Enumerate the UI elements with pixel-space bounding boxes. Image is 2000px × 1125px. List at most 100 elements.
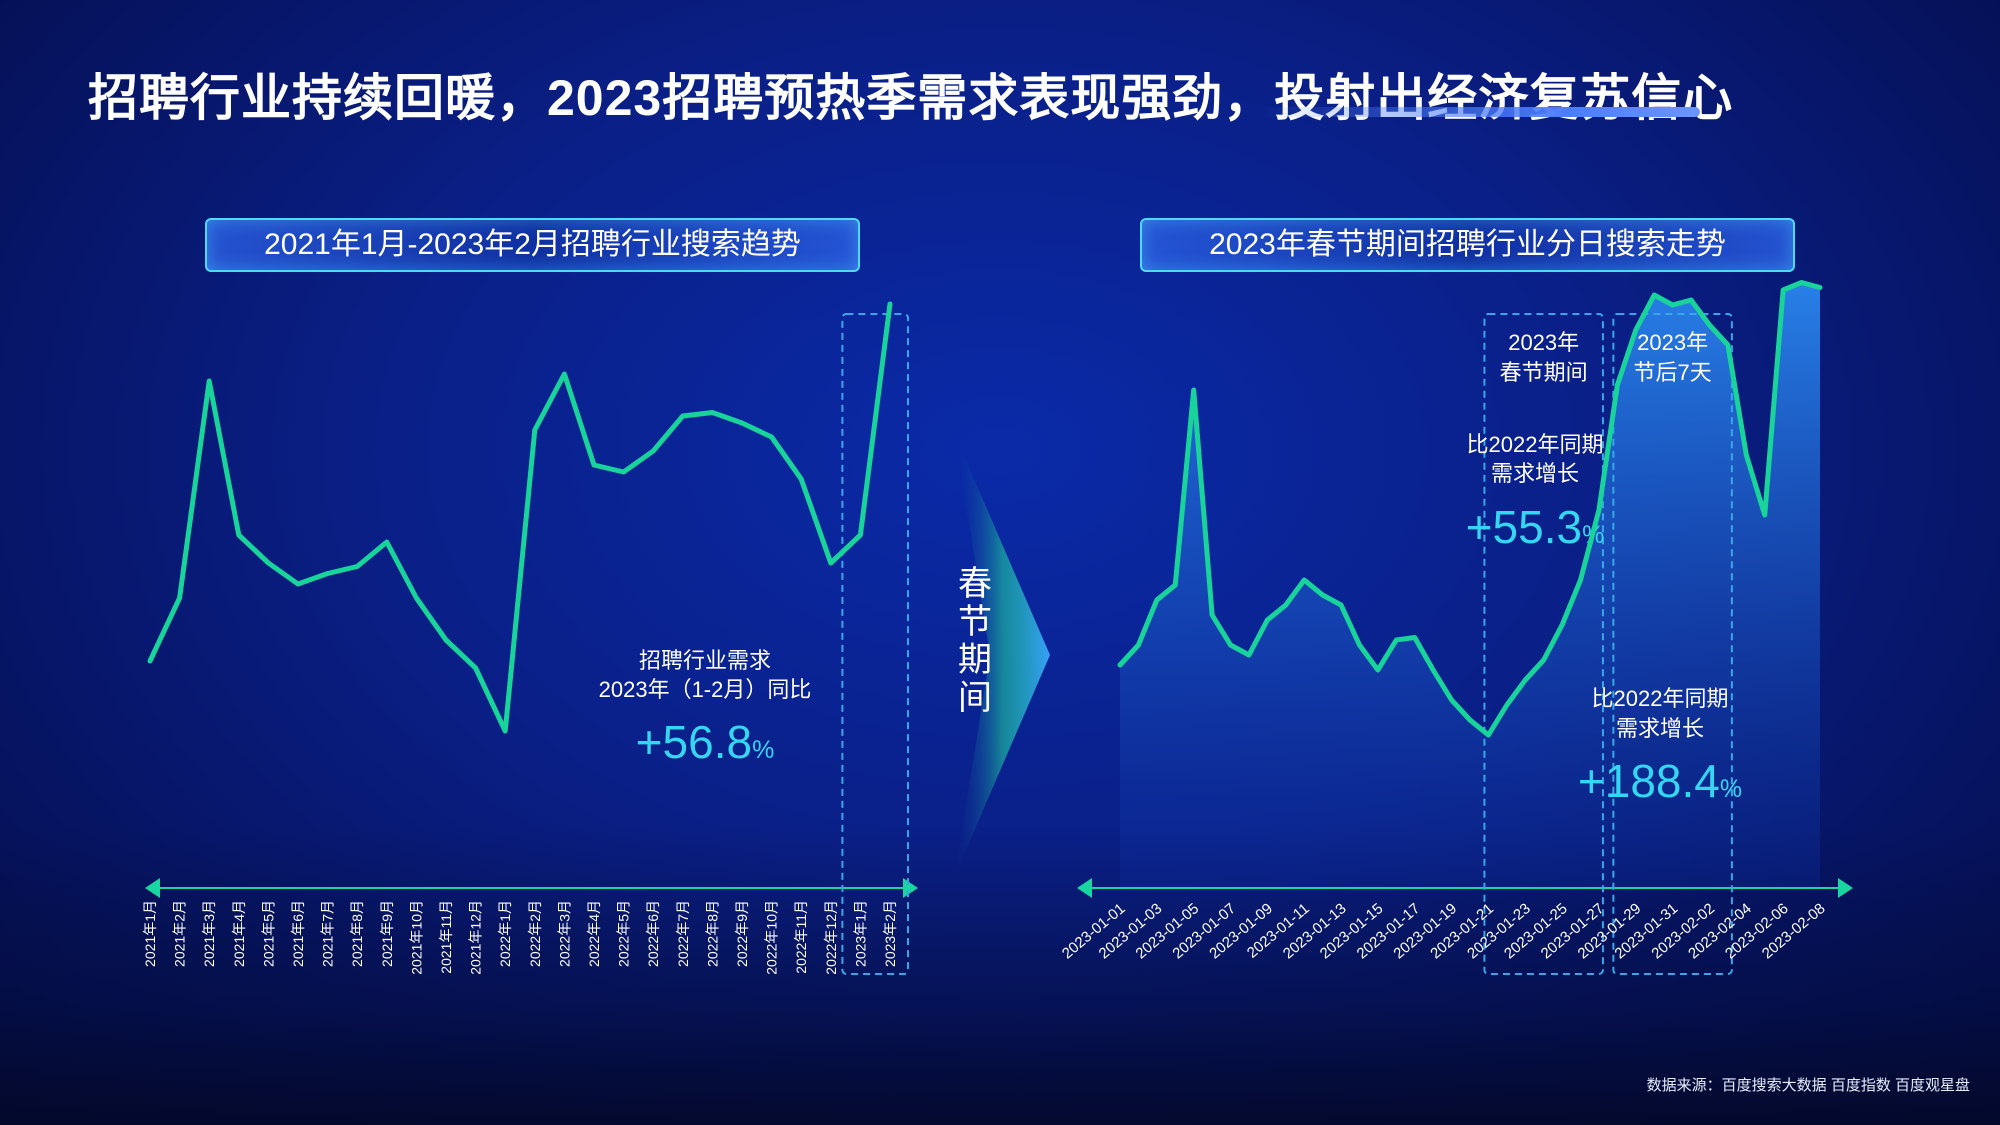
right-data-point — [1210, 613, 1215, 617]
left-data-point — [740, 421, 744, 425]
right-data-point — [1689, 298, 1694, 302]
left-data-point — [414, 596, 419, 600]
right-highlight-label: 2023年 — [1508, 330, 1579, 355]
left-data-point — [325, 571, 330, 576]
left-tick-label: 2022年4月 — [586, 900, 602, 967]
left-chart-title: 2021年1月-2023年2月招聘行业搜索趋势 — [205, 218, 860, 272]
left-data-point — [858, 533, 863, 537]
left-data-point — [503, 729, 508, 733]
right-data-point — [1302, 578, 1307, 582]
right-highlight-label2: 春节期间 — [1500, 360, 1588, 385]
left-annotation-label2: 2023年（1-2月）同比 — [599, 677, 812, 702]
right-data-point — [1615, 383, 1620, 387]
right-data-point — [1191, 388, 1196, 392]
right-data-point — [1578, 578, 1583, 582]
left-data-point — [592, 463, 596, 467]
right-area-fill — [1120, 282, 1820, 888]
right-data-point — [1431, 668, 1436, 672]
right-data-point — [1320, 593, 1325, 597]
right-data-point — [1394, 638, 1399, 642]
right-data-point — [1781, 288, 1786, 292]
data-source: 数据来源：百度搜索大数据 百度指数 百度观星盘 — [1646, 1077, 1970, 1094]
left-tick-label: 2021年4月 — [231, 900, 247, 967]
left-tick-label: 2021年5月 — [260, 900, 276, 967]
right-data-point — [1468, 718, 1472, 722]
right-data-point — [1283, 603, 1288, 607]
right-data-point — [1670, 303, 1675, 307]
right-data-point — [1725, 343, 1730, 347]
left-tick-label: 2021年6月 — [290, 900, 306, 967]
left-tick-label: 2022年2月 — [527, 900, 543, 967]
left-annotation-value: +56.8% — [636, 716, 775, 768]
right-note-label: 比2022年同期 — [1467, 432, 1604, 457]
left-data-point — [296, 582, 300, 586]
left-tick-label: 2022年7月 — [675, 900, 691, 967]
title-underline — [1260, 107, 1700, 117]
right-data-point — [1707, 323, 1712, 327]
right-axis-arrow-right — [1838, 878, 1853, 898]
left-tick-label: 2022年12月 — [823, 900, 839, 975]
right-highlight-label2: 节后7天 — [1634, 360, 1712, 385]
left-data-point — [888, 302, 892, 306]
left-data-point — [355, 564, 360, 569]
left-data-point — [444, 638, 448, 642]
left-tick-label: 2022年3月 — [556, 900, 572, 967]
right-data-point — [1633, 328, 1638, 332]
left-tick-label: 2023年1月 — [852, 900, 868, 967]
left-data-point — [177, 596, 182, 600]
left-data-point — [384, 540, 389, 544]
left-tick-label: 2021年10月 — [408, 900, 424, 975]
left-highlight-box — [841, 313, 910, 975]
right-chart: 2023年春节期间2023年节后7天比2022年同期需求增长+55.3%比202… — [1059, 280, 1853, 975]
right-note-label2: 需求增长 — [1616, 716, 1704, 741]
left-data-point — [621, 470, 626, 474]
left-tick-label: 2021年7月 — [320, 900, 336, 967]
right-data-point — [1412, 635, 1417, 640]
divider-arrow: 春节期间 — [955, 435, 1050, 875]
right-data-point — [1818, 285, 1822, 290]
left-tick-label: 2021年11月 — [438, 900, 454, 974]
right-data-point — [1652, 293, 1657, 297]
right-data-point — [1357, 643, 1362, 647]
left-tick-label: 2022年9月 — [734, 900, 750, 967]
left-data-point — [207, 379, 212, 383]
left-tick-label: 2022年8月 — [704, 900, 720, 967]
left-data-point — [236, 533, 241, 537]
left-data-point — [680, 414, 685, 418]
left-tick-label: 2021年9月 — [379, 900, 395, 967]
left-tick-label: 2023年2月 — [882, 900, 898, 967]
right-data-point — [1596, 508, 1601, 512]
left-data-point — [828, 561, 833, 565]
left-tick-label: 2021年3月 — [201, 900, 217, 967]
right-axis-arrow-left — [1077, 878, 1092, 898]
right-data-point — [1449, 698, 1454, 702]
left-tick-label: 2022年10月 — [764, 900, 780, 975]
right-data-point — [1246, 653, 1251, 657]
right-note-value: +55.3% — [1466, 501, 1605, 553]
right-data-point — [1173, 583, 1178, 587]
right-data-point — [1486, 733, 1491, 737]
left-data-point — [562, 372, 567, 376]
left-data-point — [799, 477, 804, 481]
left-data-point — [710, 410, 715, 415]
left-data-point — [532, 428, 537, 432]
left-tick-label: 2022年6月 — [645, 900, 661, 967]
left-tick-label: 2021年2月 — [172, 900, 188, 967]
right-data-point — [1744, 453, 1749, 457]
right-data-point — [1799, 280, 1804, 285]
right-note-value: +188.4% — [1578, 755, 1742, 807]
right-data-point — [1265, 618, 1270, 622]
right-highlight-box — [1483, 313, 1604, 975]
left-axis-arrow-right — [903, 878, 918, 898]
right-data-point — [1375, 668, 1380, 672]
right-data-point — [1504, 703, 1509, 707]
right-data-point — [1560, 623, 1565, 627]
right-data-point — [1339, 603, 1344, 607]
right-data-point — [1118, 663, 1122, 667]
left-annotation-label: 招聘行业需求 — [639, 648, 771, 673]
right-highlight-box — [1612, 313, 1733, 975]
left-tick-label: 2022年11月 — [793, 900, 809, 974]
right-data-point — [1154, 598, 1159, 602]
divider-arrow-shape — [955, 435, 1050, 875]
left-tick-label: 2022年1月 — [497, 900, 513, 967]
